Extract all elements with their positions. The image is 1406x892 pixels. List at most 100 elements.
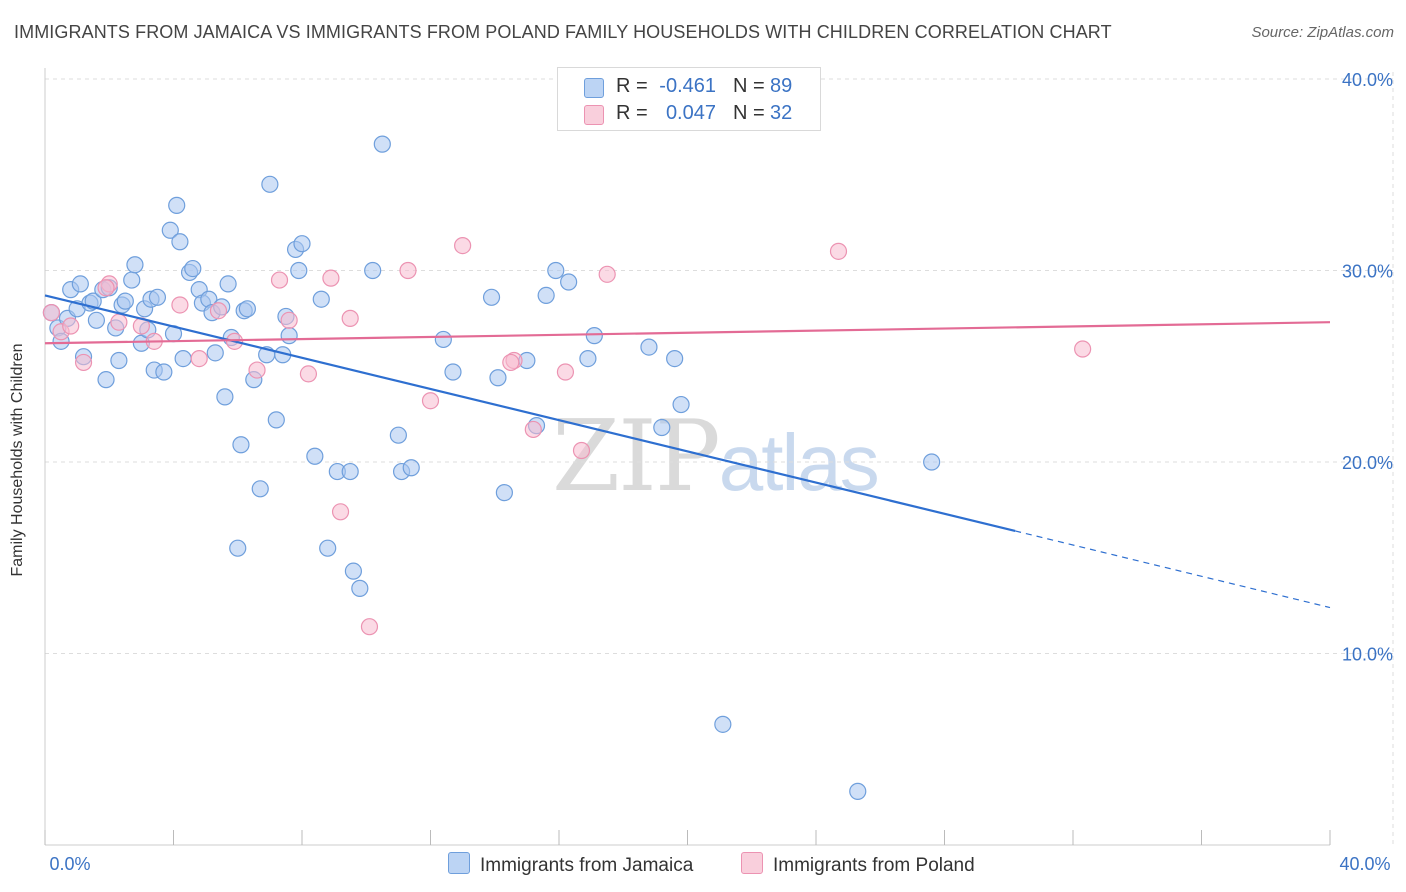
x-tick-label: 0.0% — [49, 854, 90, 874]
jamaica-point — [402, 459, 420, 477]
jamaica-point — [116, 292, 134, 310]
jamaica-point — [923, 453, 941, 471]
jamaica-point — [71, 275, 89, 293]
n-value: 89 — [770, 75, 793, 97]
jamaica-point — [495, 484, 513, 502]
poland-point — [829, 242, 848, 260]
stats-legend: R = -0.461 N = 89 R = 0.047 N = 32 — [557, 67, 821, 131]
jamaica-point — [434, 330, 452, 349]
poland-point — [399, 261, 417, 280]
chart-title: IMMIGRANTS FROM JAMAICA VS IMMIGRANTS FR… — [14, 22, 1112, 42]
jamaica-point — [216, 388, 234, 406]
jamaica-point — [148, 288, 167, 306]
jamaica-point — [364, 261, 382, 280]
y-tick-label: 40.0% — [1342, 70, 1393, 90]
jamaica-point — [97, 371, 115, 389]
jamaica-point — [110, 351, 128, 370]
jamaica-point — [87, 311, 106, 329]
n-label: N = — [733, 102, 765, 124]
jamaica-point — [389, 426, 407, 444]
poland-point — [360, 618, 379, 636]
poland-point — [270, 271, 289, 289]
source-credit: Source: ZipAtlas.com — [1251, 24, 1394, 41]
y-tick-label: 10.0% — [1342, 645, 1393, 665]
jamaica-point — [168, 196, 186, 214]
jamaica-trend-extension — [1015, 530, 1331, 609]
jamaica-point — [482, 288, 501, 306]
jamaica-point — [849, 782, 867, 800]
jamaica-point — [171, 233, 189, 251]
jamaica-point — [126, 256, 144, 274]
poland-point — [42, 304, 61, 322]
jamaica-point — [251, 480, 269, 498]
legend-item-poland: Immigrants from Poland — [741, 852, 975, 877]
poland-point — [248, 361, 266, 379]
poland-point — [74, 353, 93, 372]
poland-legend-label: Immigrants from Poland — [773, 855, 975, 876]
jamaica-point — [344, 562, 362, 580]
y-axis-label: Family Households with Children — [9, 343, 26, 577]
poland-point — [454, 237, 472, 255]
jamaica-point — [547, 261, 565, 280]
x-tick-label: 40.0% — [1339, 854, 1390, 874]
poland-point — [598, 265, 616, 283]
jamaica-point — [640, 338, 658, 356]
poland-point — [1074, 340, 1092, 358]
jamaica-legend-label: Immigrants from Jamaica — [480, 855, 694, 876]
jamaica-point — [653, 418, 671, 437]
r-label: R = — [616, 102, 648, 124]
jamaica-point — [280, 327, 298, 345]
jamaica-point — [319, 539, 337, 557]
r-value: -0.461 — [659, 75, 716, 97]
jamaica-point — [444, 363, 462, 381]
poland-trend-line — [44, 321, 1331, 345]
jamaica-point — [161, 221, 179, 239]
poland-point — [97, 279, 115, 297]
poland-point — [190, 349, 208, 368]
poland-point — [421, 392, 440, 410]
jamaica-point — [238, 300, 256, 318]
poland-point — [331, 503, 350, 521]
poland-point — [524, 420, 542, 439]
jamaica-point — [373, 135, 391, 153]
r-value: 0.047 — [665, 102, 716, 124]
jamaica-point — [672, 395, 690, 414]
jamaica-point — [155, 363, 173, 381]
jamaica-legend-swatch — [448, 852, 470, 874]
jamaica-point — [666, 349, 684, 368]
n-label: N = — [733, 75, 765, 97]
jamaica-point — [312, 290, 330, 308]
jamaica-point — [206, 344, 224, 362]
jamaica-point — [341, 462, 359, 481]
n-value: 32 — [770, 102, 793, 124]
poland-point — [171, 296, 189, 314]
jamaica-point — [229, 539, 247, 557]
poland-point — [280, 311, 298, 329]
poland-point — [556, 363, 575, 381]
jamaica-point — [184, 259, 202, 278]
y-tick-label: 30.0% — [1342, 262, 1393, 282]
poland-point — [209, 302, 228, 320]
legend-item-jamaica: Immigrants from Jamaica — [448, 852, 693, 877]
jamaica-swatch — [584, 78, 604, 98]
jamaica-point — [351, 579, 369, 597]
poland-point — [502, 353, 520, 372]
jamaica-point — [585, 327, 603, 345]
jamaica-point — [293, 235, 311, 253]
jamaica-point — [232, 436, 250, 454]
poland-swatch — [584, 105, 604, 125]
jamaica-point — [219, 275, 237, 293]
r-label: R = — [616, 75, 648, 97]
jamaica-point — [537, 286, 555, 304]
poland-point — [572, 441, 591, 460]
jamaica-point — [714, 715, 732, 733]
jamaica-point — [123, 271, 141, 289]
jamaica-trend-line — [44, 294, 1016, 533]
poland-point — [62, 317, 80, 335]
y-tick-label: 20.0% — [1342, 453, 1393, 473]
poland-point — [110, 313, 128, 331]
jamaica-point — [489, 369, 507, 387]
jamaica-point — [174, 349, 192, 368]
poland-point — [299, 365, 318, 383]
